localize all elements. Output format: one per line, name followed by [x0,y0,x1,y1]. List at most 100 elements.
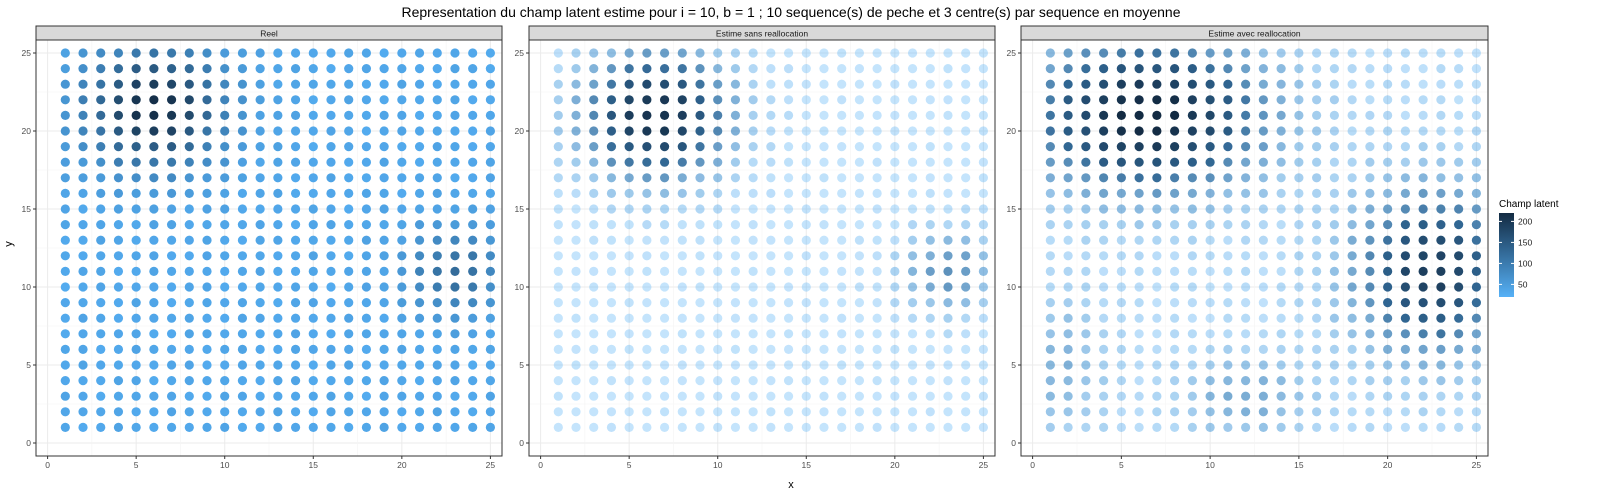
data-point [713,48,723,58]
data-point [149,360,159,370]
data-point [1454,360,1464,370]
data-point [943,344,953,354]
data-point [766,298,776,308]
data-point [961,220,971,230]
y-tick-label: 10 [22,282,32,292]
data-point [326,173,336,183]
data-point [872,407,882,417]
data-point [432,329,442,339]
data-point [166,157,177,167]
data-point [1436,266,1446,276]
data-point [1400,79,1410,89]
data-point [1454,173,1464,183]
data-point [1170,282,1180,292]
data-point [1365,360,1375,370]
data-point [414,157,425,167]
data-point [1152,344,1162,354]
data-point [414,235,425,245]
data-point [1170,422,1180,432]
data-point [783,282,794,292]
data-point [1223,313,1233,323]
data-point [801,344,811,354]
data-point [659,422,670,432]
data-point [202,344,212,354]
data-point [1187,173,1197,183]
data-point [606,298,617,308]
data-point [290,79,301,89]
data-point [553,126,563,136]
data-point [414,376,425,386]
data-point [624,407,634,417]
data-point [1383,282,1393,292]
data-point [766,235,776,245]
data-point [326,142,336,152]
data-point [571,142,581,152]
data-point [1471,173,1481,183]
data-point [925,313,935,323]
data-point [1294,157,1304,167]
data-point [925,360,935,370]
data-point [1045,376,1055,386]
data-point [642,188,652,198]
data-point [202,173,212,183]
data-point [943,266,953,276]
data-point [468,422,478,432]
x-tick-label: 25 [1472,460,1482,470]
data-point [1205,329,1215,339]
data-point [978,376,989,386]
data-point [220,95,230,105]
x-tick-label: 10 [713,460,723,470]
data-point [677,142,687,152]
data-point [96,95,106,105]
data-point [677,157,687,167]
data-point [837,422,847,432]
data-point [1134,64,1144,74]
data-point [730,204,741,214]
data-point [397,422,407,432]
data-point [379,126,389,136]
data-point [677,376,687,386]
data-point [730,344,741,354]
data-point [1205,95,1215,105]
data-point [1294,251,1304,261]
data-point [113,251,124,261]
data-point [1400,376,1410,386]
data-point [1187,220,1197,230]
data-point [414,79,425,89]
data-point [1205,360,1215,370]
data-point [184,360,194,370]
data-point [166,407,177,417]
data-point [96,313,106,323]
data-point [1436,142,1446,152]
data-point [1063,79,1073,89]
data-point [1471,142,1481,152]
data-point [60,360,70,370]
data-point [907,157,918,167]
data-point [96,142,106,152]
data-point [642,48,652,58]
data-point [1383,95,1393,105]
data-point [1223,142,1233,152]
data-point [237,360,248,370]
data-point [308,79,318,89]
data-point [677,360,687,370]
data-point [978,298,989,308]
data-point [1258,360,1268,370]
data-point [361,220,372,230]
data-point [1454,313,1464,323]
data-point [1258,173,1268,183]
data-point [642,360,652,370]
data-point [1365,204,1375,214]
data-point [801,64,811,74]
data-point [890,376,900,386]
data-point [1365,282,1375,292]
data-point [730,251,741,261]
data-point [1347,64,1357,74]
data-point [1347,95,1357,105]
data-point [925,64,935,74]
data-point [220,329,230,339]
data-point [255,235,265,245]
data-point [1383,266,1393,276]
data-point [290,95,301,105]
data-point [1187,282,1197,292]
